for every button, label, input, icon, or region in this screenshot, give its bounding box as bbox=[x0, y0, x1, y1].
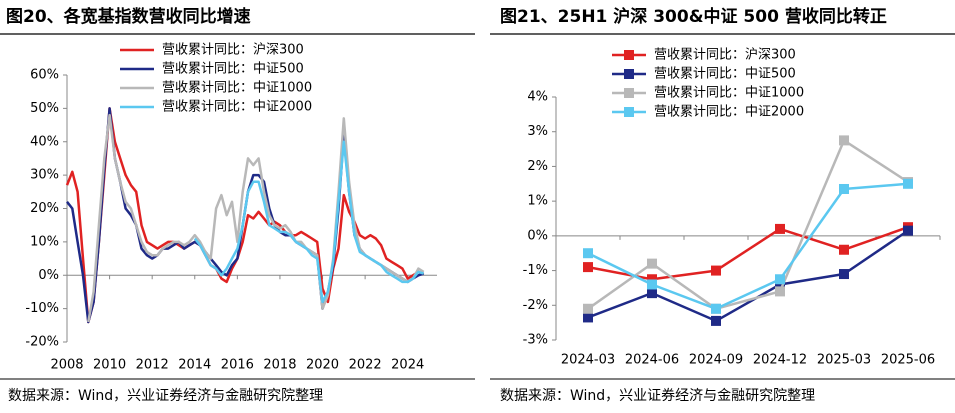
y-tick-label: -20% bbox=[25, 335, 59, 350]
y-tick-label: -2% bbox=[523, 298, 548, 313]
marker bbox=[583, 312, 593, 323]
x-tick-label: 2008 bbox=[50, 358, 83, 373]
marker bbox=[839, 135, 849, 146]
x-tick-label: 2024-06 bbox=[625, 353, 679, 368]
legend-marker bbox=[624, 50, 634, 60]
marker bbox=[839, 269, 849, 280]
marker bbox=[711, 315, 721, 326]
y-tick-label: 60% bbox=[30, 68, 59, 83]
y-tick-label: 3% bbox=[527, 124, 548, 139]
y-tick-label: -1% bbox=[523, 263, 548, 278]
legend-label: 营收累计同比：中证1000 bbox=[162, 81, 312, 96]
marker bbox=[839, 244, 849, 255]
marker bbox=[711, 303, 721, 314]
x-tick-label: 2012 bbox=[136, 358, 169, 373]
legend-marker bbox=[624, 107, 634, 117]
source-note: 数据来源：Wind，兴业证券经济与金融研究院整理 bbox=[8, 388, 323, 404]
marker bbox=[647, 279, 657, 290]
marker bbox=[775, 279, 785, 290]
x-tick-label: 2014 bbox=[178, 358, 211, 373]
x-tick-label: 2016 bbox=[221, 358, 254, 373]
x-tick-label: 2024 bbox=[391, 358, 424, 373]
series-line bbox=[65, 107, 425, 324]
x-tick-label: 2024-12 bbox=[753, 353, 807, 368]
y-tick-label: 4% bbox=[527, 90, 548, 105]
y-tick-label: 10% bbox=[30, 234, 59, 249]
marker bbox=[711, 265, 721, 276]
legend-label: 营收累计同比：中证2000 bbox=[654, 105, 804, 120]
legend-label: 营收累计同比：中证500 bbox=[162, 62, 304, 77]
legend-label: 营收累计同比：沪深300 bbox=[162, 42, 304, 58]
y-tick-label: 20% bbox=[30, 201, 59, 216]
y-tick-label: 2% bbox=[527, 159, 548, 174]
marker bbox=[647, 288, 657, 299]
y-tick-label: 1% bbox=[527, 194, 548, 209]
legend-label: 营收累计同比：中证500 bbox=[654, 67, 796, 82]
x-tick-label: 2024-09 bbox=[689, 353, 743, 368]
legend-marker bbox=[624, 88, 634, 98]
x-tick-label: 2025-03 bbox=[817, 353, 871, 368]
legend-marker bbox=[624, 69, 634, 79]
y-tick-label: 0% bbox=[38, 268, 59, 283]
chart-title: 图20、各宽基指数营收同比增速 bbox=[6, 6, 251, 27]
series-line bbox=[587, 229, 909, 323]
series-line bbox=[87, 113, 425, 323]
legend-label: 营收累计同比：中证1000 bbox=[654, 86, 804, 101]
marker bbox=[583, 262, 593, 273]
legend-label: 营收累计同比：中证2000 bbox=[162, 100, 312, 115]
source-note: 数据来源：Wind，兴业证券经济与金融研究院整理 bbox=[500, 388, 815, 404]
y-tick-label: 30% bbox=[30, 168, 59, 183]
legend-label: 营收累计同比：沪深300 bbox=[654, 47, 796, 63]
x-tick-label: 2022 bbox=[349, 358, 382, 373]
marker bbox=[647, 274, 657, 285]
marker bbox=[775, 286, 785, 297]
series-line bbox=[193, 140, 425, 304]
marker bbox=[583, 303, 593, 314]
marker bbox=[775, 274, 785, 285]
series-line bbox=[587, 139, 909, 311]
series-line bbox=[587, 182, 909, 311]
x-tick-label: 2018 bbox=[263, 358, 296, 373]
marker bbox=[583, 248, 593, 259]
x-tick-label: 2025-06 bbox=[881, 353, 935, 368]
y-tick-label: 40% bbox=[30, 134, 59, 149]
series-line bbox=[587, 226, 909, 281]
marker bbox=[839, 183, 849, 194]
chart-title: 图21、25H1 沪深 300&中证 500 营收同比转正 bbox=[500, 6, 887, 27]
x-tick-label: 2020 bbox=[306, 358, 339, 373]
marker bbox=[903, 225, 913, 236]
x-tick-label: 2024-03 bbox=[561, 353, 615, 368]
y-tick-label: -3% bbox=[523, 333, 548, 348]
marker bbox=[903, 178, 913, 189]
y-tick-label: 50% bbox=[30, 101, 59, 116]
y-tick-label: -10% bbox=[25, 301, 59, 316]
x-tick-label: 2010 bbox=[93, 358, 126, 373]
marker bbox=[647, 258, 657, 269]
marker bbox=[775, 223, 785, 234]
y-tick-label: 0% bbox=[527, 228, 548, 243]
